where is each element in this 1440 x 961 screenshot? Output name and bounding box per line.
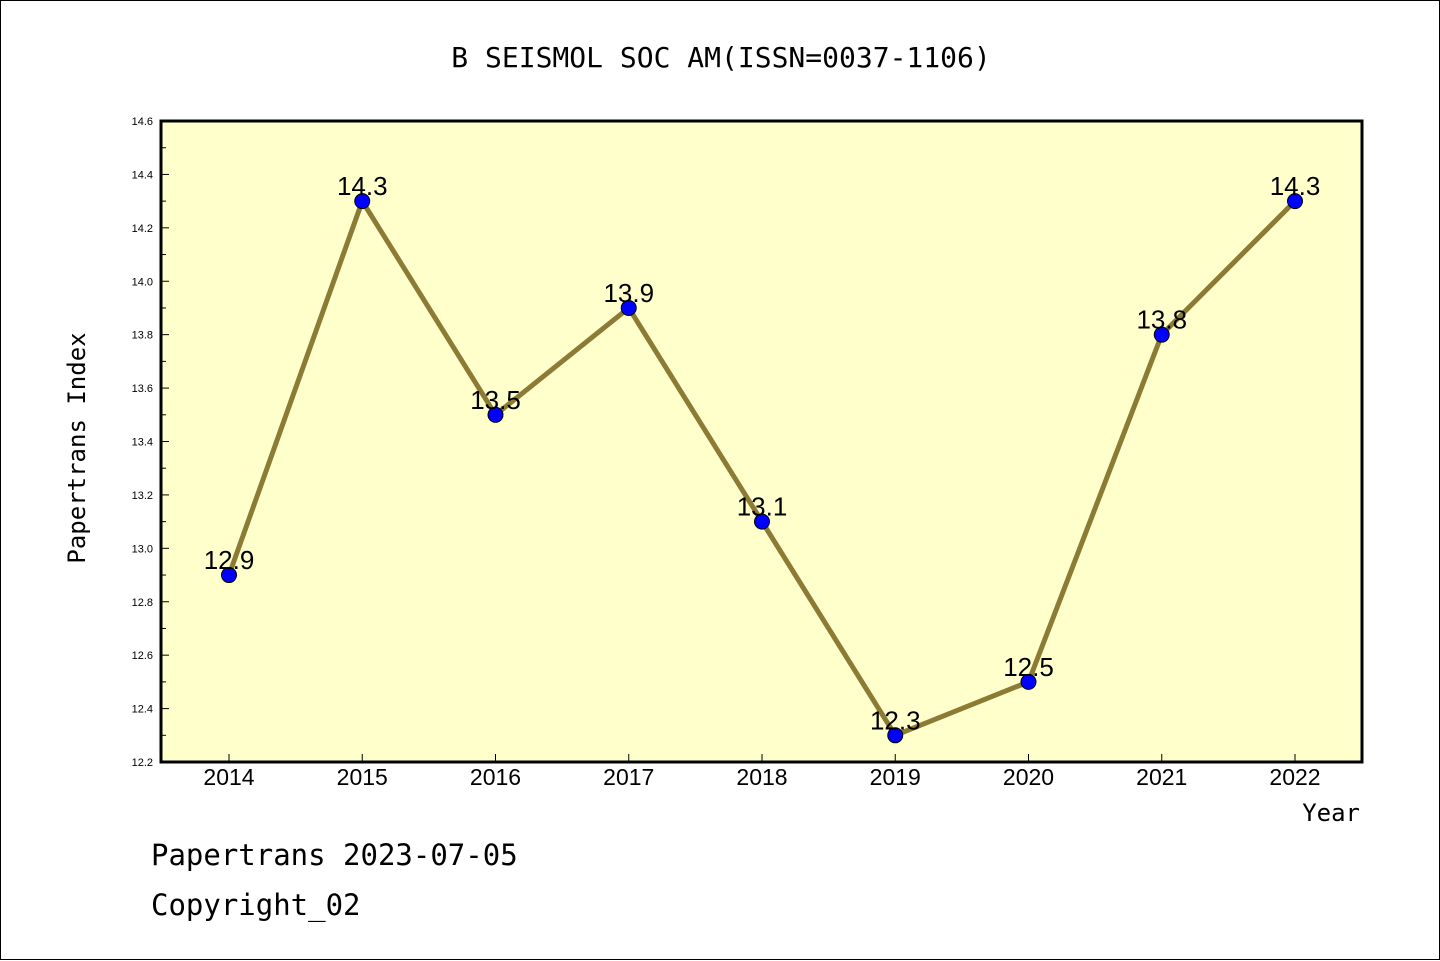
x-tick-label: 2020 [1003,764,1054,790]
x-tick-label: 2021 [1136,764,1187,790]
data-point [487,406,504,423]
x-tick-label: 2015 [337,764,388,790]
y-tick-label: 13.0 [132,543,153,555]
x-axis-label: Year [1302,799,1360,827]
y-tick-label: 12.4 [132,704,153,716]
y-tick-label: 12.8 [132,597,153,609]
data-point [221,567,237,584]
footer-date: Papertrans 2023-07-05 [151,838,518,872]
data-point [354,193,371,210]
data-label: 13.5 [470,385,521,415]
x-axis: 2014 2015 2016 2017 2018 2019 2020 2021 2022 [203,754,1321,790]
data-label: 13.8 [1136,305,1187,335]
y-tick-label: 14.2 [132,223,153,235]
data-point [887,727,904,744]
data-point [1287,193,1303,210]
data-label: 14.3 [337,171,388,201]
footer-copyright: Copyright_02 [151,888,361,923]
data-label: 13.1 [737,492,788,522]
y-tick-label: 13.8 [132,330,153,342]
y-tick-label: 14.4 [132,169,153,181]
y-tick-label: 14.6 [132,116,153,128]
data-point [1153,326,1170,343]
plot-area [159,119,1364,764]
series-line-group: 12.9 14.3 13.5 13.9 13.1 12.3 12.5 13.8 14.3 [204,171,1321,744]
y-tick-label: 13.6 [132,383,153,395]
x-tick-label: 2022 [1269,764,1320,790]
data-label: 12.3 [870,705,921,735]
y-tick-label: 12.2 [132,757,153,769]
y-axis-label: Papertrans Index [63,332,91,563]
x-tick-label: 2017 [603,764,654,790]
data-label: 12.5 [1003,652,1054,682]
x-tick-label: 2016 [470,764,521,790]
y-axis: 12.2 12.4 12.6 12.8 13.0 13.2 13.4 13.6 13.8 14.0… [132,116,169,769]
y-tick-label: 14.0 [132,276,153,288]
chart-title: B SEISMOL SOC AM(ISSN=0037-1106) [451,41,990,74]
data-point [620,299,637,316]
x-tick-label: 2018 [736,764,787,790]
data-point [754,513,770,530]
x-tick-label: 2019 [870,764,921,790]
y-tick-label: 13.2 [132,490,153,502]
y-tick-label: 12.6 [132,650,153,662]
data-point [1020,673,1037,690]
data-label: 14.3 [1270,171,1321,201]
y-tick-label: 13.4 [132,437,153,449]
data-label: 13.9 [603,278,654,308]
data-label: 12.9 [204,545,255,575]
x-tick-label: 2014 [203,764,254,790]
